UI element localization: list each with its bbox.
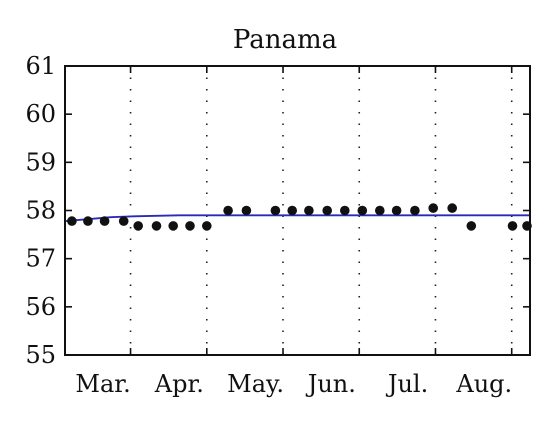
scatter-point (118, 216, 129, 226)
scatter-point (270, 205, 281, 216)
y-tick-label: 60 (25, 100, 56, 128)
scatter-point (287, 205, 298, 216)
x-axis-ticks: Mar. Apr. May. Jun. Jul. Aug. (75, 66, 513, 398)
scatter-point (447, 203, 458, 213)
scatter-point (168, 221, 178, 231)
y-tick-label: 57 (25, 245, 56, 273)
scatter-point (185, 221, 195, 231)
x-tick-label: May. (227, 370, 284, 398)
scatter-point (507, 221, 518, 231)
chart-title: Panama (233, 25, 337, 55)
y-tick-label: 61 (25, 52, 56, 80)
scatter-point (357, 205, 368, 216)
scatter-point (428, 203, 439, 213)
scatter-point (375, 205, 385, 216)
scatter-point (151, 221, 162, 231)
scatter-point (67, 216, 77, 226)
scatter-point (99, 216, 110, 226)
scatter-point (466, 221, 477, 231)
scatter-point (391, 205, 402, 216)
x-tick-label: Apr. (154, 370, 204, 398)
x-tick-label: Aug. (455, 370, 512, 398)
scatter-point (304, 205, 314, 216)
scatter-point (83, 216, 93, 226)
y-axis-ticks: 55 56 57 58 59 60 61 (25, 52, 530, 369)
scatter-point (202, 221, 212, 231)
scatter-point (322, 205, 333, 216)
scatter-point (133, 221, 143, 231)
plot-frame (64, 65, 531, 356)
y-tick-label: 56 (25, 293, 56, 321)
x-tick-label: Jul. (385, 370, 428, 398)
scatter-points-layer (67, 203, 532, 231)
scatter-point (223, 205, 233, 216)
x-tick-label: Jun. (305, 370, 356, 398)
scatter-point (241, 205, 252, 216)
scatter-point (410, 205, 420, 216)
scatter-point (340, 205, 350, 216)
y-tick-label: 59 (25, 148, 56, 176)
x-tick-label: Mar. (75, 370, 130, 398)
y-tick-label: 58 (25, 197, 56, 225)
y-tick-label: 55 (25, 341, 56, 369)
